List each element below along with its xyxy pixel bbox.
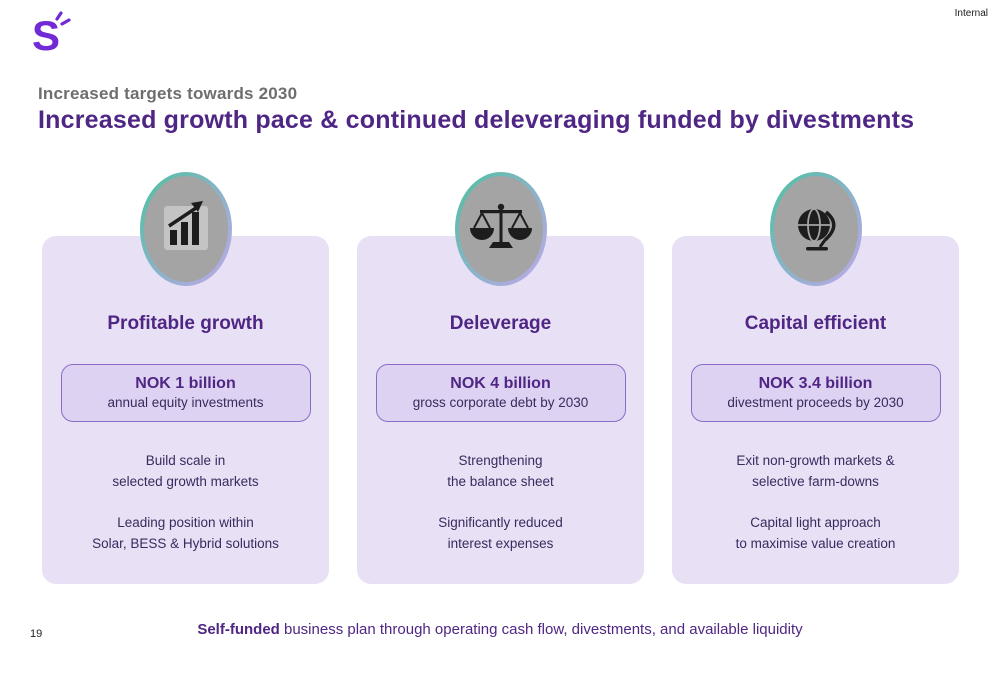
column-profitable-growth: Profitable growth NOK 1 billion annual e… [42,172,329,584]
badge-subtitle: divestment proceeds by 2030 [727,395,904,410]
key-figure-badge: NOK 4 billion gross corporate debt by 20… [375,364,626,422]
logo-letter: S [32,12,60,58]
badge-title: NOK 1 billion [135,375,236,392]
page-number: 19 [30,628,43,640]
footer-statement: Self-funded business plan through operat… [0,621,1000,638]
company-logo: S [32,11,71,58]
bullet-point: Exit non-growth markets & selective farm… [736,453,895,489]
internal-classification-label: Internal [954,8,988,19]
bullet-point: Capital light approach to maximise value… [735,515,896,551]
icon-circle [138,170,234,288]
slide-title: Increased growth pace & continued deleve… [38,106,915,134]
balance-scale-icon [454,172,547,286]
badge-subtitle: gross corporate debt by 2030 [412,395,589,410]
column-heading: Deleverage [449,313,552,334]
footer-lead: Self-funded [197,621,280,638]
key-figure-badge: NOK 1 billion annual equity investments [60,364,311,422]
column-capital-efficient: Capital efficient NOK 3.4 billion divest… [672,172,959,584]
slide-subtitle: Increased targets towards 2030 [38,84,298,103]
column-heading: Profitable growth [107,313,264,334]
column-heading: Capital efficient [744,313,887,334]
bullet-point: Strengthening the balance sheet [447,453,554,489]
bullet-point: Leading position within Solar, BESS & Hy… [92,515,279,551]
badge-subtitle: annual equity investments [107,395,264,410]
bullet-point: Build scale in selected growth markets [112,453,259,489]
globe-icon [769,172,862,286]
icon-circle [768,170,864,288]
badge-title: NOK 3.4 billion [758,375,873,392]
icon-circle [453,170,549,288]
key-figure-badge: NOK 3.4 billion divestment proceeds by 2… [690,364,941,422]
footer-rest: business plan through operating cash flo… [279,621,803,638]
bar-chart-growth-icon [139,172,232,286]
column-deleverage: Deleverage NOK 4 billion gross corporate… [357,172,644,584]
badge-title: NOK 4 billion [450,375,551,392]
bullet-point: Significantly reduced interest expenses [438,515,563,551]
